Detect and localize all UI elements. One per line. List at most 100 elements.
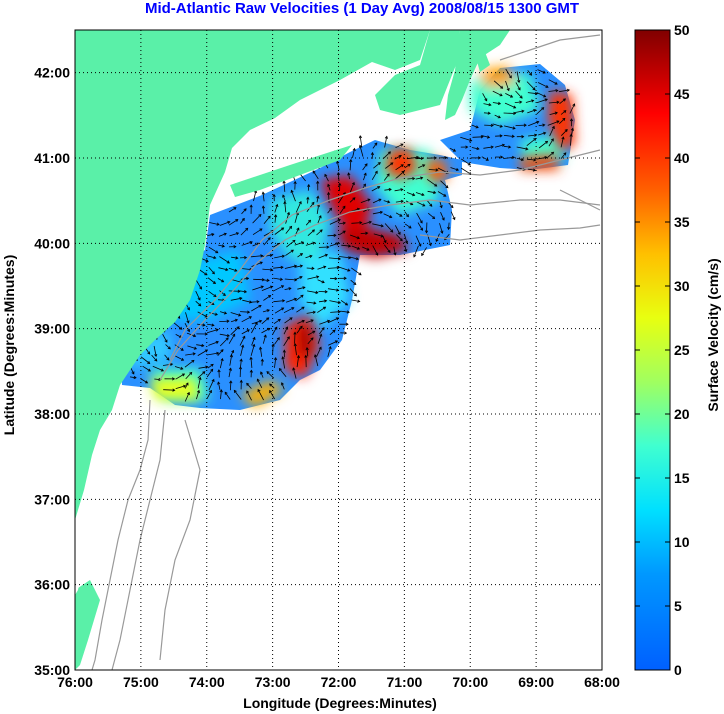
velocity-arrow xyxy=(219,389,223,400)
x-tick-label: 76:00 xyxy=(57,674,93,690)
velocity-arrow xyxy=(272,326,278,335)
velocity-arrow xyxy=(252,228,263,236)
velocity-arrow xyxy=(538,140,549,149)
velocity-arrow xyxy=(263,295,272,301)
velocity-arrow xyxy=(341,244,352,248)
velocity-arrow xyxy=(516,71,521,84)
velocity-arrow xyxy=(406,155,420,160)
velocity-arrow xyxy=(351,245,361,250)
velocity-arrow xyxy=(174,344,184,351)
velocity-arrow xyxy=(238,366,243,378)
y-tick-label: 37:00 xyxy=(34,491,70,507)
velocity-arrow xyxy=(240,276,250,281)
velocity-arrow xyxy=(164,377,176,381)
velocity-arrow xyxy=(293,331,297,344)
velocity-arrow xyxy=(460,145,469,149)
velocity-arrow xyxy=(239,335,246,346)
velocity-arrow xyxy=(142,365,151,372)
velocity-arrow xyxy=(219,319,230,323)
velocity-arrow xyxy=(352,147,356,158)
velocity-arrow xyxy=(239,358,243,367)
velocity-arrow xyxy=(208,312,218,316)
x-tick-label: 69:00 xyxy=(518,674,554,690)
velocity-arrow xyxy=(560,152,567,159)
velocity-arrow xyxy=(495,155,504,159)
velocity-arrow xyxy=(307,290,319,295)
velocity-arrow xyxy=(528,120,540,127)
velocity-arrow xyxy=(318,299,328,303)
velocity-arrow xyxy=(230,318,239,323)
velocity-arrow xyxy=(312,170,319,180)
velocity-arrow xyxy=(228,267,238,272)
velocity-arrow xyxy=(293,180,297,190)
colorbar: 0 5 10 15 20 25 30 35 40 45 50 Surface Velocity (c… xyxy=(634,22,721,678)
velocity-arrow xyxy=(416,212,423,224)
velocity-arrow xyxy=(228,207,237,213)
velocity-arrow xyxy=(273,214,278,223)
velocity-arrow xyxy=(372,245,379,256)
velocity-arrow xyxy=(503,145,512,149)
velocity-arrow xyxy=(195,290,201,301)
velocity-arrow xyxy=(416,201,426,207)
velocity-arrow xyxy=(482,93,488,102)
y-tick-label: 40:00 xyxy=(34,235,70,251)
velocity-arrow xyxy=(547,151,555,158)
velocity-arrow xyxy=(195,279,202,290)
colorbar-tick-label: 25 xyxy=(674,342,690,358)
velocity-arrow xyxy=(246,390,252,401)
velocity-arrow xyxy=(240,310,251,314)
colorbar-tick-label: 35 xyxy=(674,214,690,230)
velocity-arrow xyxy=(495,134,503,138)
y-axis-ticks: 35:00 36:00 37:00 38:00 39:00 40:00 41:00 42:00 xyxy=(34,65,70,678)
velocity-arrow xyxy=(494,114,501,119)
velocity-arrow xyxy=(251,261,263,267)
velocity-arrow xyxy=(206,255,217,260)
velocity-arrow xyxy=(305,319,314,324)
velocity-arrow xyxy=(229,354,233,366)
velocity-arrow xyxy=(296,354,301,368)
velocity-arrow xyxy=(318,290,328,294)
velocity-arrow xyxy=(385,162,394,169)
velocity-arrow xyxy=(195,300,202,307)
velocity-arrow xyxy=(233,389,242,400)
velocity-arrow xyxy=(372,198,382,204)
velocity-arrow xyxy=(327,183,331,191)
velocity-arrow xyxy=(549,125,555,137)
velocity-arrow xyxy=(305,347,309,357)
velocity-arrow xyxy=(394,188,404,192)
velocity-arrow xyxy=(560,110,567,115)
velocity-arrow xyxy=(413,245,419,258)
velocity-arrow xyxy=(319,319,331,325)
velocity-arrow xyxy=(282,194,286,202)
velocity-arrow xyxy=(274,203,279,213)
velocity-arrow xyxy=(241,241,253,246)
velocity-arrow xyxy=(285,225,293,234)
velocity-arrow xyxy=(241,208,247,215)
velocity-arrow xyxy=(559,117,566,124)
velocity-arrow xyxy=(306,301,317,305)
velocity-arrow xyxy=(313,354,319,367)
velocity-arrow xyxy=(383,213,393,219)
velocity-arrow xyxy=(305,219,311,226)
velocity-arrow xyxy=(373,162,381,169)
velocity-arrow xyxy=(219,333,230,338)
velocity-arrow xyxy=(428,168,439,172)
velocity-arrow xyxy=(569,133,573,146)
velocity-arrow xyxy=(283,336,290,347)
velocity-arrow xyxy=(250,343,256,356)
velocity-arrow xyxy=(339,276,347,280)
velocity-arrow xyxy=(481,135,491,139)
x-tick-label: 74:00 xyxy=(189,674,225,690)
velocity-arrow xyxy=(328,340,339,346)
y-axis-label: Latitude (Degrees:Minutes) xyxy=(1,255,17,435)
velocity-arrow xyxy=(257,388,264,401)
velocity-arrow xyxy=(153,345,158,358)
velocity-arrow xyxy=(382,235,387,244)
velocity-arrow xyxy=(362,163,368,171)
velocity-arrow xyxy=(290,189,296,202)
velocity-arrow xyxy=(349,234,361,240)
velocity-arrow xyxy=(340,288,350,292)
velocity-arrow xyxy=(297,253,304,258)
velocity-arrow xyxy=(173,322,183,330)
